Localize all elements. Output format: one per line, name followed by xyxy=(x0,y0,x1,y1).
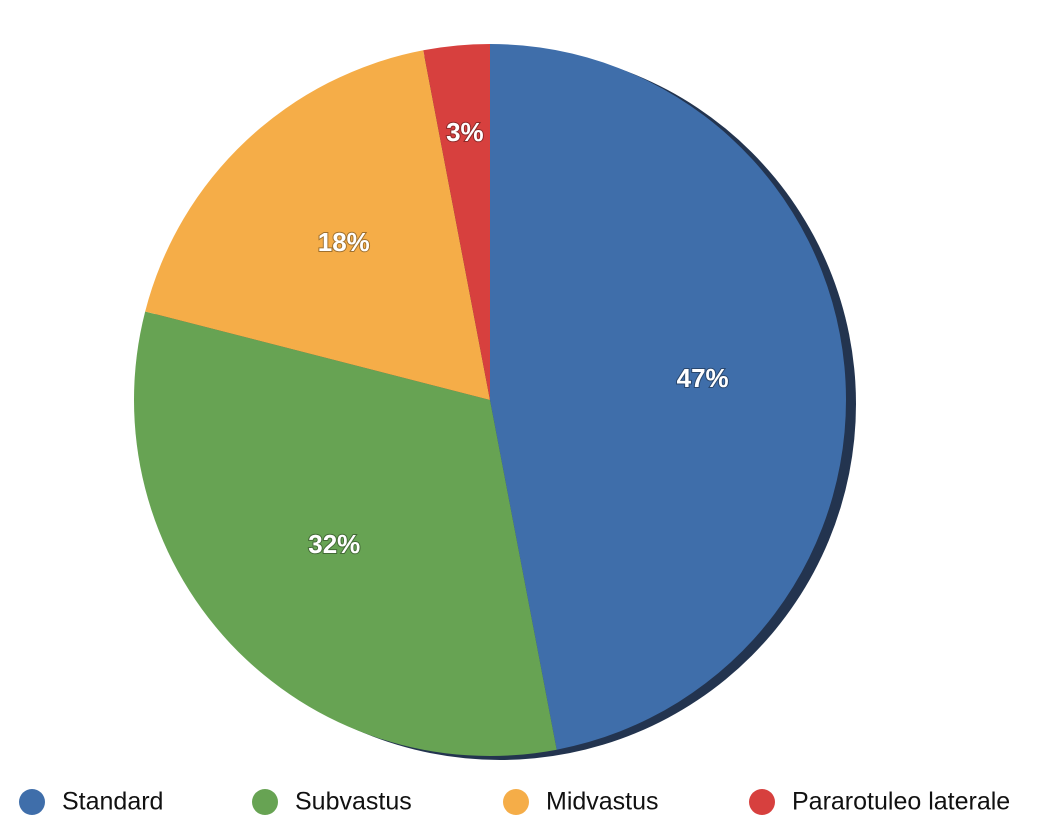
data-label: 32% xyxy=(308,529,360,559)
pie-slice xyxy=(490,44,847,750)
data-label: 47% xyxy=(677,363,729,393)
legend-label: Midvastus xyxy=(546,788,659,816)
data-label: 3% xyxy=(446,117,484,147)
pie-slice xyxy=(423,44,490,400)
legend-label: Pararotuleo laterale xyxy=(792,788,1010,816)
legend-label: Standard xyxy=(62,788,163,816)
legend-marker xyxy=(19,789,45,815)
legend-marker xyxy=(749,789,775,815)
data-label: 18% xyxy=(318,227,370,257)
legend-label: Subvastus xyxy=(295,788,412,816)
legend-marker xyxy=(503,789,529,815)
legend-marker xyxy=(252,789,278,815)
pie-slice xyxy=(133,311,557,756)
pie-slice xyxy=(145,50,490,401)
